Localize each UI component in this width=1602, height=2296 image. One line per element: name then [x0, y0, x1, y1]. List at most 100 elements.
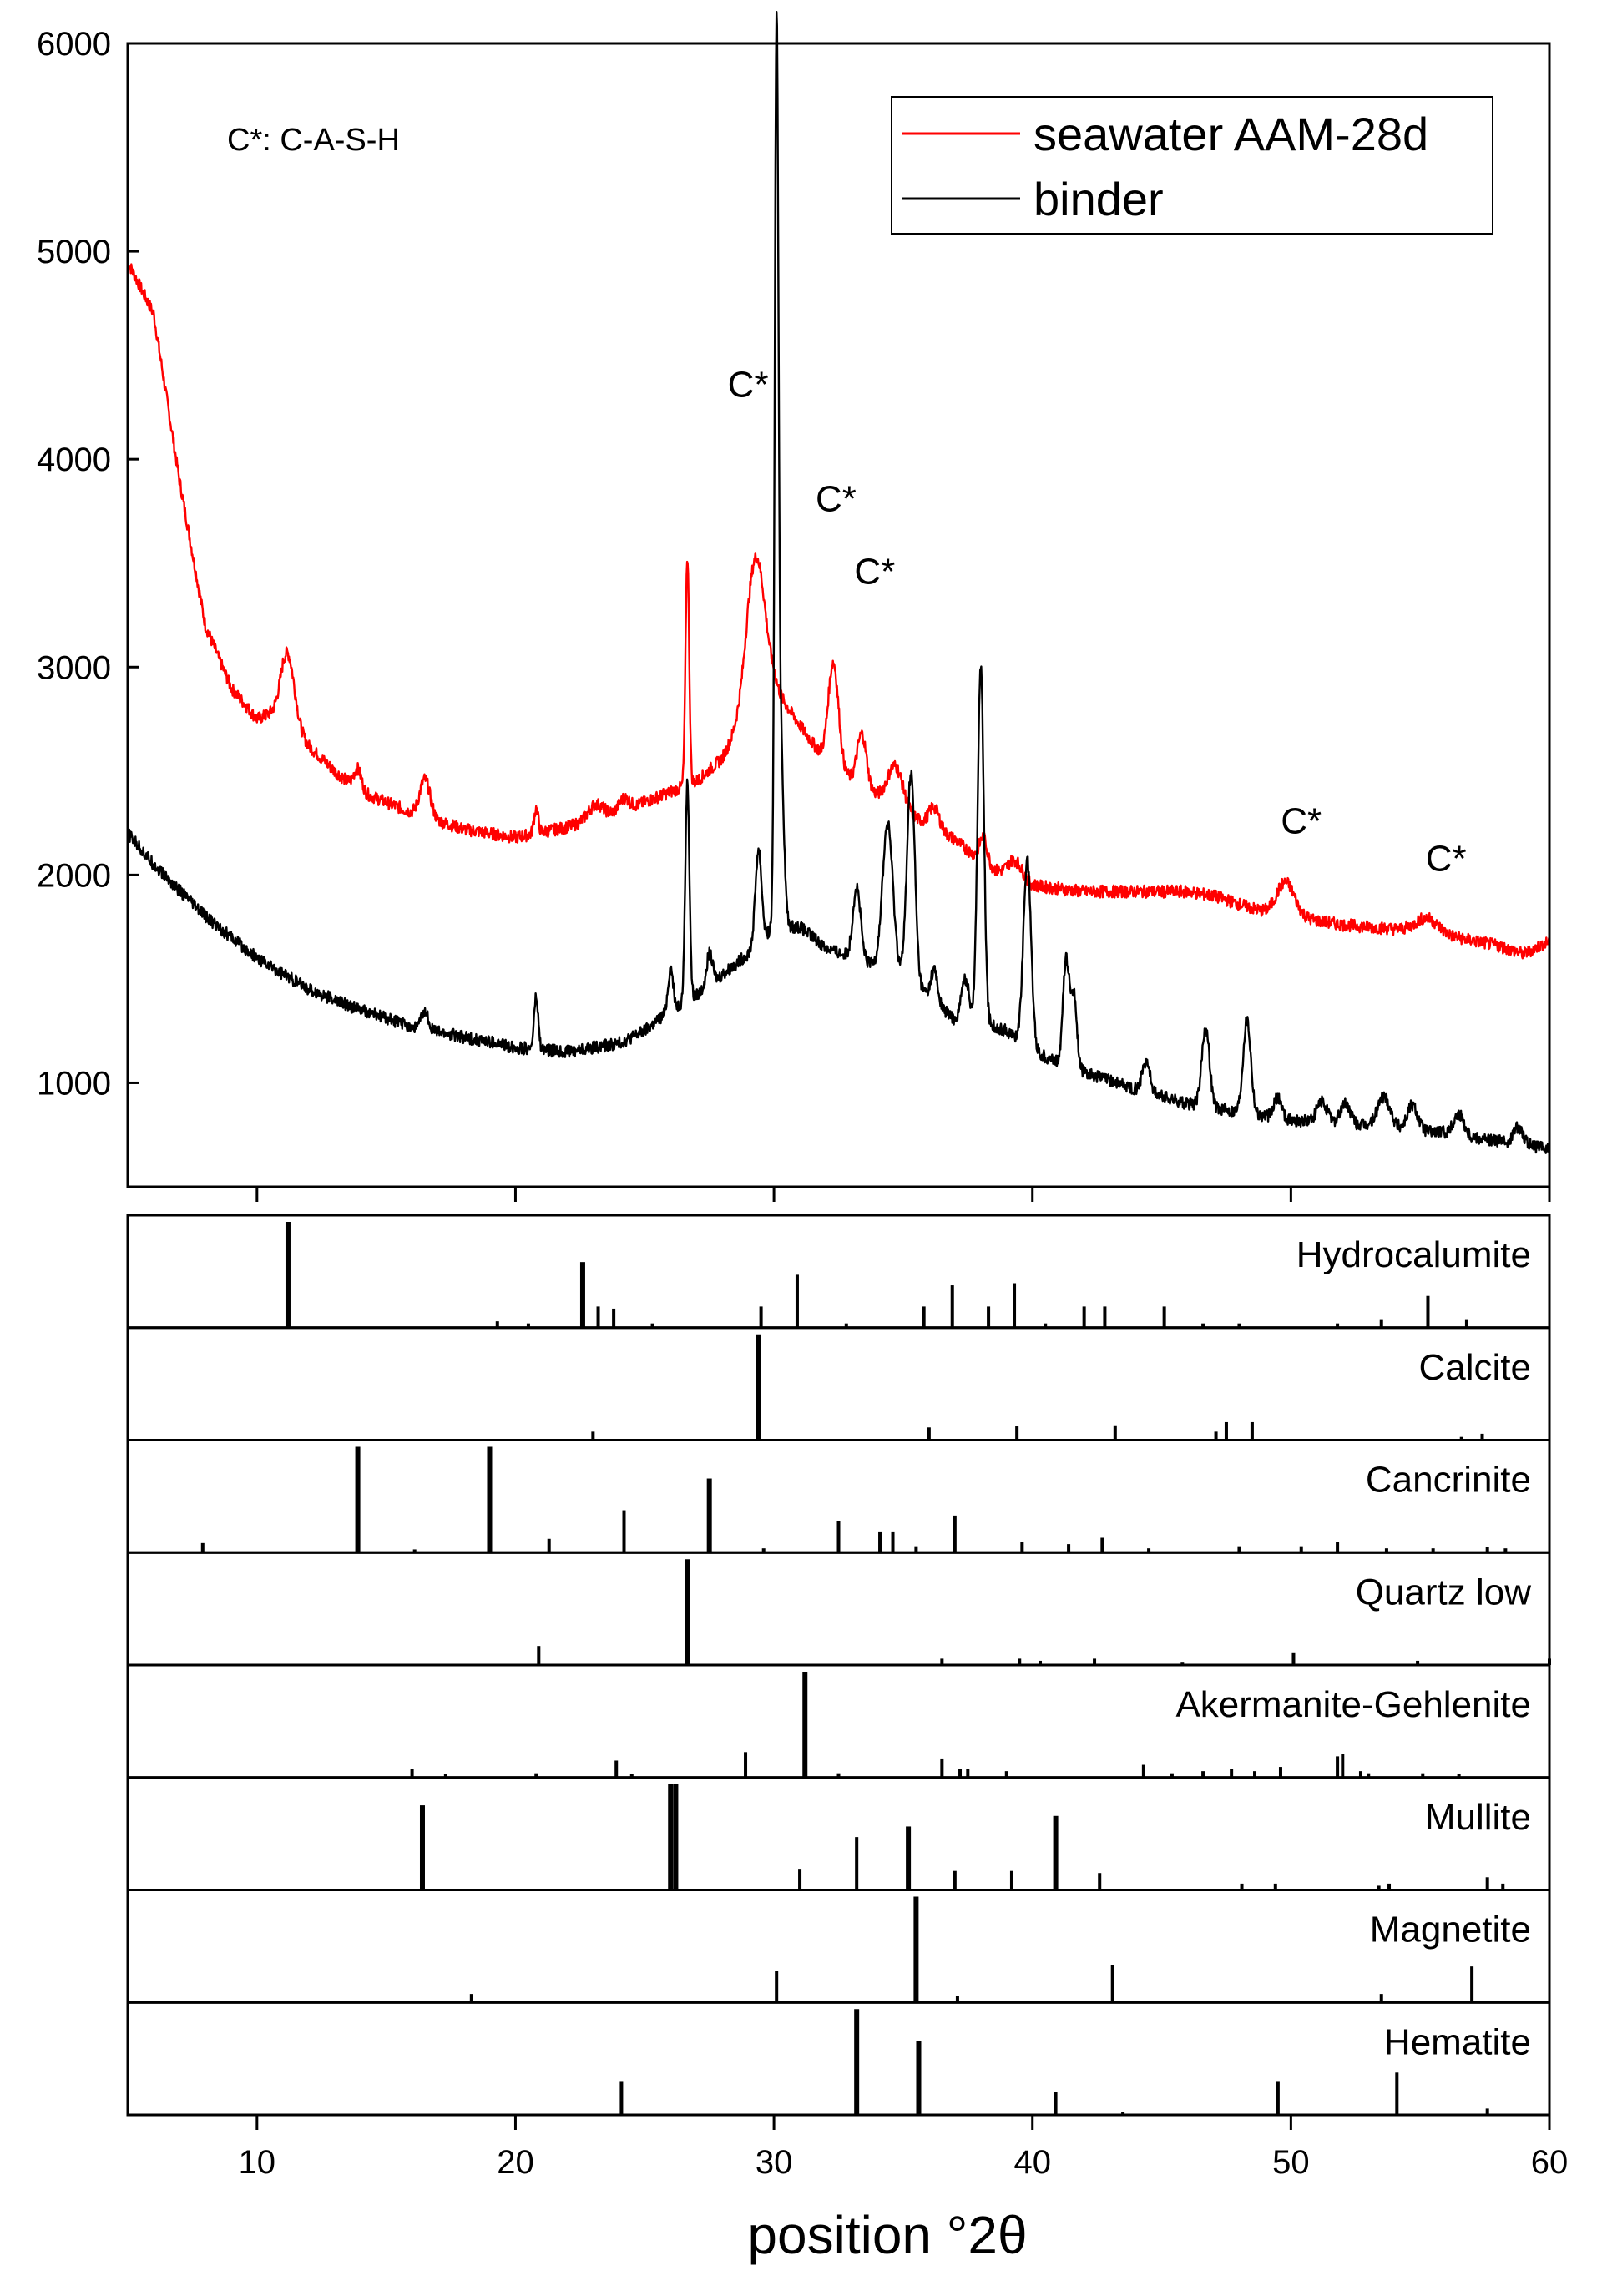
reference-stick	[469, 1994, 473, 2003]
series-line-seawater-aam-28d	[127, 260, 1551, 960]
reference-stick	[495, 1321, 499, 1328]
reference-stick	[1018, 1658, 1022, 1665]
reference-stick	[1470, 1966, 1474, 2003]
peak-annotation: C*	[1281, 801, 1322, 842]
reference-stick	[650, 1323, 654, 1328]
reference-stick	[1020, 1542, 1024, 1553]
y-tick-label: 2000	[37, 857, 111, 894]
reference-stick	[1273, 1883, 1277, 1890]
reference-stick	[1201, 1771, 1205, 1778]
reference-stick	[966, 1769, 970, 1778]
x-tick-label: 40	[1013, 2144, 1051, 2181]
reference-stick	[1457, 1774, 1461, 1778]
panel-cancrinite: Cancrinite	[126, 1439, 1551, 1554]
panel-label-mullite: Mullite	[1425, 1797, 1531, 1838]
reference-stick	[579, 1262, 585, 1328]
legend: seawater AAM-28d binder	[891, 96, 1493, 235]
reference-stick	[1180, 1662, 1185, 1665]
panel-label-hydrocalumite: Hydrocalumite	[1296, 1234, 1531, 1275]
reference-stick	[1485, 1547, 1489, 1553]
reference-stick	[1431, 1548, 1435, 1553]
reference-stick	[1224, 1421, 1228, 1441]
reference-stick	[547, 1538, 551, 1553]
reference-stick	[922, 1306, 926, 1328]
panel-label-magnetite: Magnetite	[1370, 1910, 1531, 1950]
panel-mullite: Mullite	[126, 1776, 1551, 1891]
reference-stick	[1426, 1295, 1430, 1328]
reference-stick	[795, 1274, 799, 1328]
reference-stick	[958, 1769, 963, 1778]
y-tick-label: 5000	[37, 234, 111, 270]
reference-stick	[1201, 1323, 1205, 1328]
reference-stick	[1459, 1436, 1463, 1441]
reference-stick	[1147, 1548, 1151, 1553]
peak-annotations: C* C* C* C* C*	[728, 364, 1467, 879]
reference-stick	[1384, 1548, 1388, 1553]
series-lines	[126, 11, 1551, 1154]
reference-stick	[1113, 1425, 1117, 1441]
panel-label-quartz-low: Quartz low	[1356, 1572, 1532, 1612]
reference-stick	[419, 1805, 425, 1890]
reference-stick	[1044, 1323, 1048, 1328]
reference-stick	[1237, 1546, 1241, 1553]
reference-stick	[1170, 1773, 1174, 1778]
panel-label-cancrinite: Cancrinite	[1366, 1460, 1531, 1501]
panel-label-akermanite-gehlenite: Akermanite-Gehlenite	[1175, 1684, 1531, 1725]
reference-stick	[759, 1306, 763, 1328]
reference-stick	[955, 1996, 959, 2003]
reference-stick	[596, 1306, 600, 1328]
reference-stick	[987, 1306, 991, 1328]
peak-annotation: C*	[854, 552, 895, 593]
reference-stick	[1503, 1548, 1508, 1553]
reference-stick	[1015, 1426, 1019, 1441]
y-tick-label: 3000	[37, 649, 111, 686]
reference-stick	[355, 1446, 361, 1553]
reference-stick	[756, 1334, 761, 1441]
panel-hematite: Hematite	[126, 2001, 1551, 2117]
reference-stick	[744, 1752, 748, 1778]
reference-stick	[668, 1784, 674, 1890]
y-tick-label: 6000	[37, 26, 111, 63]
reference-stick	[878, 1531, 882, 1553]
reference-stick	[1237, 1323, 1241, 1328]
reference-stick	[706, 1478, 712, 1553]
reference-stick	[1067, 1544, 1071, 1553]
reference-stick	[487, 1446, 493, 1553]
series-line-binder	[126, 11, 1551, 1154]
panel-magnetite: Magnetite	[126, 1889, 1551, 2004]
reference-stick	[1253, 1771, 1257, 1778]
reference-stick	[953, 1870, 957, 1890]
x-axis-ticks: 10 20 30 40 50 60	[239, 1187, 1568, 2181]
reference-stick	[1485, 2108, 1489, 2115]
reference-stick	[629, 1774, 634, 1778]
reference-stick	[1377, 1885, 1381, 1890]
reference-stick	[844, 1323, 848, 1328]
reference-stick	[534, 1773, 538, 1778]
reference-stick	[1103, 1306, 1107, 1328]
reference-stick	[410, 1769, 414, 1778]
reference-stick	[285, 1222, 291, 1328]
reference-stick	[1291, 1652, 1296, 1665]
reference-stick	[927, 1427, 931, 1441]
reference-stick	[1013, 1283, 1017, 1328]
peak-annotation: C*	[728, 364, 769, 405]
reference-stick	[1276, 2081, 1280, 2115]
reference-stick	[855, 1837, 859, 1890]
reference-stick	[1039, 1660, 1043, 1665]
reference-stick	[1110, 1965, 1114, 2003]
reference-stick	[916, 2041, 922, 2115]
reference-stick	[1367, 1773, 1371, 1778]
panel-frame	[126, 2001, 1551, 2117]
reference-stick	[1395, 2072, 1399, 2115]
reference-stick	[443, 1774, 447, 1778]
cash-note: C*: C-A-S-H	[227, 123, 400, 158]
reference-stick	[940, 1658, 944, 1665]
reference-stick	[914, 1546, 918, 1553]
reference-stick	[836, 1521, 841, 1553]
reference-stick	[622, 1510, 626, 1553]
reference-stick	[1004, 1771, 1008, 1778]
reference-stick	[591, 1431, 595, 1441]
reference-stick	[1379, 1319, 1383, 1328]
